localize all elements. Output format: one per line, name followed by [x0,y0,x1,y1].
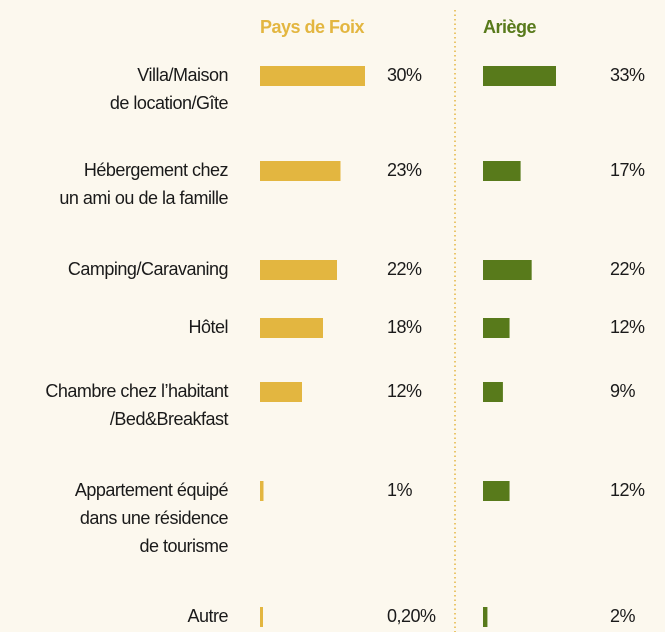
value-label: 0,20% [387,606,436,626]
bar [483,318,510,338]
bar [260,481,264,501]
value-label: 2% [610,606,636,626]
value-label: 12% [610,480,645,500]
value-label: 33% [610,65,645,85]
category-label: Villa/Maison de location/Gîte [110,65,229,113]
category-label: Camping/Caravaning [68,259,228,279]
bar [260,382,302,402]
category-label: Hôtel [188,317,228,337]
bar [483,161,521,181]
value-label: 23% [387,160,422,180]
bar [260,161,341,181]
bar [260,66,365,86]
category-label: Chambre chez l’habitant/Bed&Breakfast [45,381,228,429]
bar [260,260,337,280]
series-header: Pays de Foix [260,17,365,37]
value-label: 12% [610,317,645,337]
value-label: 30% [387,65,422,85]
value-label: 22% [610,259,645,279]
category-label: Appartement équipé dans une résidence de t… [75,480,229,556]
value-label: 18% [387,317,422,337]
category-label: Hébergement chez un ami ou de la famille [59,160,228,208]
bar [483,481,510,501]
value-label: 12% [387,381,422,401]
bar [483,382,503,402]
bar [483,607,488,627]
series-header: Ariège [483,17,537,37]
bar [483,66,556,86]
value-label: 22% [387,259,422,279]
value-label: 9% [610,381,636,401]
value-label: 17% [610,160,645,180]
bar [483,260,532,280]
category-label: Autre [187,606,228,626]
bar [260,318,323,338]
bar [260,607,263,627]
value-label: 1% [387,480,413,500]
